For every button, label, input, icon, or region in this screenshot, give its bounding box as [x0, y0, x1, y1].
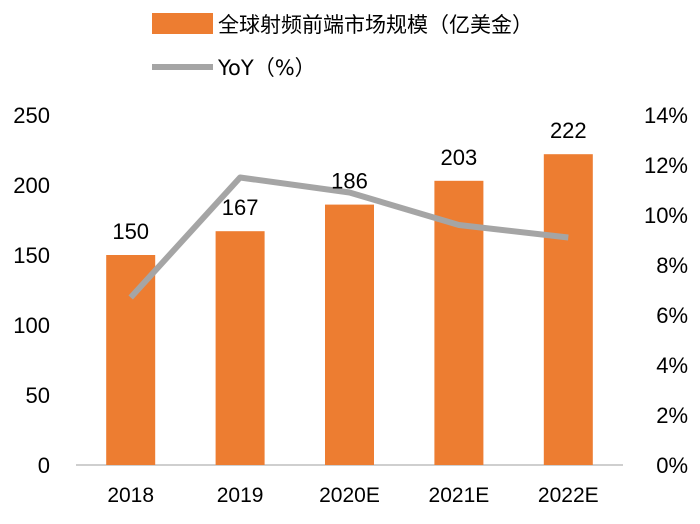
legend-bar-label: 全球射频前端市场规模（亿美金）	[218, 13, 533, 37]
y-left-tick-label: 50	[26, 383, 50, 408]
bar-value-label: 203	[441, 145, 478, 170]
y-left-tick-label: 150	[13, 243, 50, 268]
bar-2020E	[325, 204, 374, 465]
bar-2019	[215, 231, 265, 465]
bar-value-label: 186	[331, 169, 368, 194]
y-right-tick-label: 8%	[656, 253, 688, 278]
y-right-tick-label: 6%	[656, 303, 688, 328]
y-left-tick-label: 200	[13, 173, 50, 198]
bar-2022E	[543, 154, 593, 465]
y-left-axis: 0 50 100 150 200 250	[13, 103, 50, 478]
y-right-tick-label: 2%	[656, 403, 688, 428]
y-left-tick-label: 100	[13, 313, 50, 338]
y-right-tick-label: 14%	[644, 103, 688, 128]
x-axis: 2018 2019 2020E 2021E 2022E	[107, 484, 598, 507]
y-right-tick-label: 4%	[656, 353, 688, 378]
y-right-axis: 0% 2% 4% 6% 8% 10% 12% 14%	[644, 103, 688, 478]
bar-2018	[106, 255, 156, 465]
y-right-tick-label: 12%	[644, 153, 688, 178]
x-tick-label: 2019	[217, 484, 264, 507]
bar-value-label: 150	[112, 219, 149, 244]
x-tick-label: 2022E	[538, 484, 599, 507]
bar-value-label: 222	[550, 118, 587, 143]
y-right-tick-label: 10%	[644, 203, 688, 228]
legend-line-label: YoY（%）	[217, 56, 316, 80]
line-series	[128, 174, 569, 300]
y-left-tick-label: 0	[38, 453, 50, 478]
x-tick-label: 2021E	[429, 484, 490, 507]
legend-bar-swatch	[152, 13, 213, 34]
bar-value-label: 167	[222, 195, 259, 220]
y-left-tick-label: 250	[13, 103, 50, 128]
x-tick-label: 2018	[107, 484, 154, 507]
legend: 全球射频前端市场规模（亿美金） YoY（%）	[152, 13, 533, 80]
bars	[106, 154, 593, 466]
bar-labels: 150 167 186 203 222	[112, 118, 586, 244]
x-tick-label: 2020E	[319, 484, 380, 507]
y-right-tick-label: 0%	[656, 453, 688, 478]
